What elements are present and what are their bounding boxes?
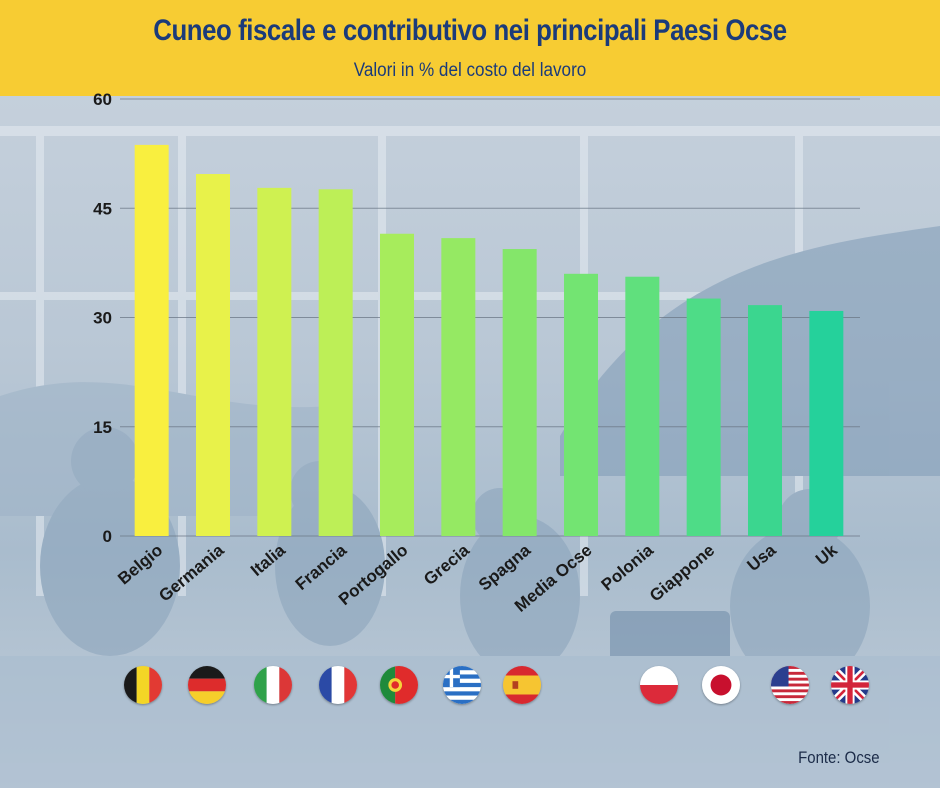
- usa-flag: [771, 666, 809, 704]
- bar: [380, 233, 414, 536]
- header-banner: Cuneo fiscale e contributivo nei princip…: [0, 0, 940, 96]
- y-tick-label: 30: [93, 309, 112, 328]
- poland-flag: [640, 666, 678, 704]
- germany-flag: [188, 666, 226, 704]
- y-tick-label: 45: [93, 199, 112, 218]
- bar: [134, 144, 169, 536]
- bar: [748, 305, 782, 536]
- bar: [809, 310, 844, 536]
- x-tick-label: Usa: [743, 540, 780, 575]
- france-flag: [319, 666, 357, 704]
- x-tick-label: Italia: [247, 540, 289, 580]
- spain-flag: [503, 666, 541, 704]
- x-tick-label: Uk: [812, 540, 841, 569]
- portugal-flag: [380, 666, 418, 704]
- chart-subtitle: Valori in % del costo del lavoro: [353, 60, 587, 81]
- x-tick-label: Francia: [292, 540, 351, 594]
- y-tick-label: 0: [103, 527, 112, 546]
- bar: [502, 249, 537, 536]
- uk-flag: [831, 666, 869, 704]
- japan-flag: [702, 666, 740, 704]
- x-tick-label: Germania: [155, 540, 228, 605]
- x-tick-label: Spagna: [475, 540, 535, 594]
- chart-title: Cuneo fiscale e contributivo nei princip…: [153, 14, 787, 47]
- bar: [625, 276, 660, 536]
- x-tick-label: Grecia: [420, 540, 473, 589]
- y-tick-label: 15: [93, 418, 112, 437]
- source-note: Fonte: Ocse: [798, 748, 880, 767]
- x-tick-label: Belgio: [114, 541, 166, 589]
- bar: [318, 189, 353, 536]
- x-tick-label: Giappone: [646, 541, 718, 606]
- x-tick-label: Polonia: [598, 540, 658, 594]
- greece-flag: [443, 666, 481, 704]
- bar: [441, 238, 476, 536]
- belgium-flag: [124, 666, 162, 704]
- italy-flag: [254, 666, 292, 704]
- bar: [257, 187, 292, 536]
- y-tick-label: 60: [93, 90, 112, 109]
- bar: [564, 273, 598, 536]
- bar: [686, 298, 721, 536]
- bar: [196, 174, 230, 537]
